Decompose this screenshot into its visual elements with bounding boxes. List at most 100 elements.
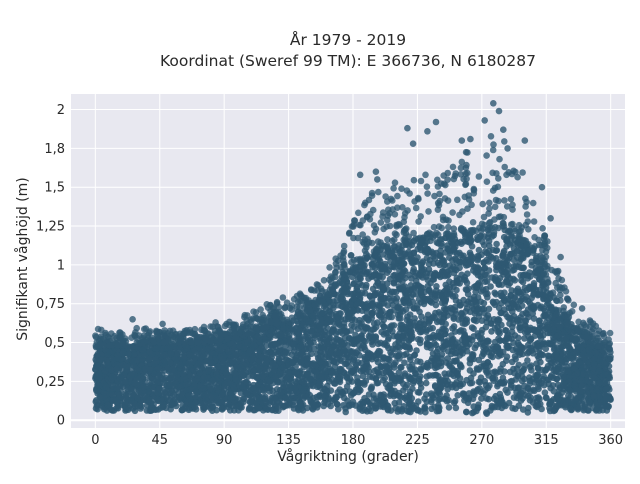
data-point [442,327,449,334]
data-point [368,385,375,392]
data-point [472,298,479,305]
data-point [233,403,240,410]
data-point [428,390,435,397]
data-point [527,378,534,385]
data-point [452,398,459,405]
data-point [493,241,500,248]
data-point [341,324,348,331]
data-point [477,298,484,305]
data-point [387,391,394,398]
data-point [441,396,448,403]
data-point [475,256,482,263]
data-point [503,243,510,250]
data-point [589,372,596,379]
data-point [406,321,413,328]
data-point [462,277,469,284]
data-point [493,267,500,274]
data-point [553,311,560,318]
data-point [360,364,367,371]
data-point [476,357,483,364]
data-point [475,401,482,408]
data-point [342,316,349,323]
data-point [441,315,448,322]
data-point [396,283,403,290]
data-point [550,326,557,333]
data-point [503,279,510,286]
data-point [402,275,409,282]
data-point [219,405,226,412]
data-point [562,359,569,366]
data-point [458,310,465,317]
data-point [555,403,562,410]
data-point [186,359,193,366]
data-point [401,352,408,359]
data-point [495,281,502,288]
data-point [282,394,289,401]
data-point [561,379,568,386]
data-point [488,320,495,327]
data-point [327,350,334,357]
data-point [468,356,475,363]
data-point [433,349,440,356]
data-point [414,302,421,309]
data-point [601,352,608,359]
data-point [536,291,543,298]
data-point [577,344,584,351]
data-point [347,310,354,317]
data-point [540,373,547,380]
data-point [301,380,308,387]
data-point [436,377,443,384]
data-point [330,319,337,326]
data-point [142,366,149,373]
data-point [423,248,430,255]
data-point [482,387,489,394]
data-point [512,277,519,284]
data-point [256,358,263,365]
data-point [585,407,592,414]
data-point [150,401,157,408]
data-point [225,348,232,355]
data-point [535,394,542,401]
data-point [404,313,411,320]
data-point [497,337,504,344]
data-point [520,272,527,279]
data-point [479,317,486,324]
data-point [523,294,530,301]
data-point [518,265,525,272]
data-point [415,407,422,414]
data-point [488,328,495,335]
data-point [467,367,474,374]
data-point [446,404,453,411]
data-point [530,303,537,310]
data-point [430,276,437,283]
data-point [376,273,383,280]
data-point [395,353,402,360]
data-point [485,312,492,319]
data-point [179,407,186,414]
data-point [399,408,406,415]
data-point [250,382,257,389]
data-point [412,366,419,373]
data-point [391,361,398,368]
data-point [424,341,431,348]
data-point [568,355,575,362]
data-point [388,297,395,304]
data-point [519,311,526,318]
data-point [424,364,431,371]
data-point [568,393,575,400]
data-point [140,373,147,380]
data-point [449,337,456,344]
data-point [424,335,431,342]
data-point [391,289,398,296]
data-point [410,380,417,387]
data-point [366,368,373,375]
data-point [501,234,508,241]
data-point [408,328,415,335]
data-point [328,329,335,336]
data-point [593,406,600,413]
data-point [289,360,296,367]
data-point [532,372,539,379]
data-point [129,371,136,378]
data-point [372,334,379,341]
